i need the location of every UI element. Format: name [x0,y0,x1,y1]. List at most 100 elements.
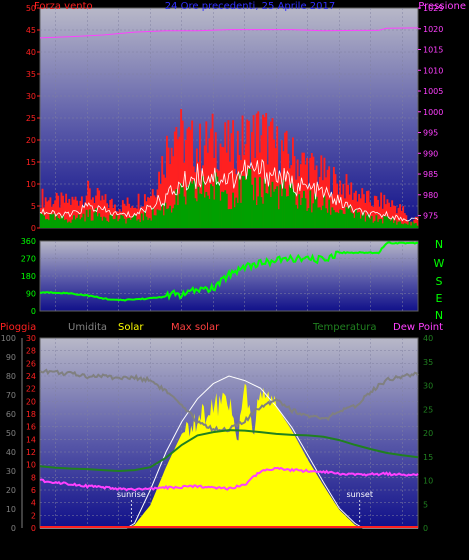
wind-average-bar [372,222,375,228]
wind-average-bar [172,208,175,228]
wind-speed-bar [307,187,310,228]
wind-speed-bar [147,197,149,228]
wind-average-bar [117,221,120,228]
wind-average-bar [240,202,242,228]
wind-average-bar [370,216,373,228]
wind-speed-bar [180,109,183,228]
wind-average-bar [265,193,268,228]
wind-average-bar [54,219,57,228]
wind-speed-bar [123,203,126,228]
wind-axis-tick-label: 30 [26,92,36,101]
wind-average-bar [87,216,90,228]
wind-speed-bar [121,200,124,228]
wind-average-bar [340,210,343,228]
wind-average-bar [276,186,279,228]
rain-axis-tick-label: 0 [31,524,36,533]
wind-speed-bar [80,196,83,228]
wind-speed-bar [173,131,176,228]
wind-average-bar [274,189,277,228]
humidity-axis-tick-label: 10 [6,505,16,514]
wind-speed-bar [101,195,104,228]
wind-average-bar [260,197,263,228]
wind-speed-bar [285,130,288,228]
temperature-line [39,429,419,473]
direction-axis-tick-label: 270 [21,255,36,264]
rain-axis-tick-label: 14 [26,435,36,444]
wind-average-bar [378,219,381,228]
wind-average-bar [229,209,231,228]
wind-average-bar [214,172,217,228]
wind-average-bar [251,184,253,228]
wind-average-bar [238,172,241,228]
wind-axis-title: Forza vento [34,1,93,12]
wind-speed-bar [328,166,331,228]
wind-speed-bar [183,162,186,228]
rain-axis-tick-label: 28 [26,347,36,356]
wind-speed-bar [251,132,253,228]
wind-average-bar [202,176,205,228]
wind-speed-bar [232,120,235,228]
climate-x-tick-label: 20 [334,539,344,548]
wind-average-bar [46,219,49,228]
wind-speed-bar [110,198,113,228]
wind-average-bar [142,220,145,228]
wind-average-bar [403,223,406,228]
wind-average-bar [310,212,313,228]
wind-average-bar [139,221,142,228]
rain-axis-tick-label: 16 [26,423,36,432]
legend-dewpoint: Dew Point [393,322,443,333]
wind-average-bar [208,198,211,228]
wind-average-bar [224,190,227,228]
wind-average-bar [356,212,359,228]
wind-average-bar [307,208,310,228]
climate-x-tick-label: 02 [51,539,61,548]
wind-average-bar [191,183,194,228]
wind-average-bar [244,179,247,228]
wind-average-bar [150,220,153,228]
wind-average-bar [309,190,312,228]
wind-average-bar [241,175,244,228]
wind-speed-bar [310,152,313,228]
wind-average-bar [277,209,280,228]
wind-speed-bar [364,202,367,228]
wind-axis-tick-label: 5 [31,202,36,211]
wind-speed-bar [255,113,258,228]
wind-x-tick-label: 18 [303,231,313,240]
wind-average-bar [258,177,261,228]
wind-average-bar [203,197,206,228]
wind-x-tick-label: 16 [271,231,281,240]
wind-average-bar [366,215,368,228]
wind-average-bar [126,218,129,228]
wind-average-bar [112,219,115,228]
wind-average-bar [99,216,102,228]
wind-average-bar [200,194,203,228]
wind-average-bar [62,215,64,228]
wind-average-bar [255,205,258,228]
wind-average-bar [400,223,403,228]
wind-speed-bar [391,200,394,228]
wind-speed-bar [375,196,378,228]
wind-average-bar [262,203,264,228]
wind-speed-bar [107,207,110,228]
wind-average-bar [380,218,383,228]
wind-average-bar [273,191,275,228]
wind-average-bar [151,207,154,228]
temperature-axis-tick-label: 40 [423,334,433,343]
wind-average-bar [66,222,69,228]
wind-average-bar [317,207,320,228]
wind-speed-bar [69,204,72,228]
wind-speed-bar [229,161,231,228]
pressure-axis-tick-label: 990 [423,149,438,158]
wind-speed-bar [343,198,346,228]
wind-speed-bar [79,200,82,228]
rain-axis-tick-label: 24 [26,372,36,381]
wind-speed-bar [99,200,102,228]
wind-average-bar [162,215,165,228]
wind-speed-bar [306,157,309,228]
wind-axis-tick-label: 25 [26,114,36,123]
wind-average-bar [216,176,219,228]
wind-average-bar [115,215,118,228]
pressure-axis-tick-label: 1025 [423,4,443,13]
wind-average-bar [227,209,230,228]
